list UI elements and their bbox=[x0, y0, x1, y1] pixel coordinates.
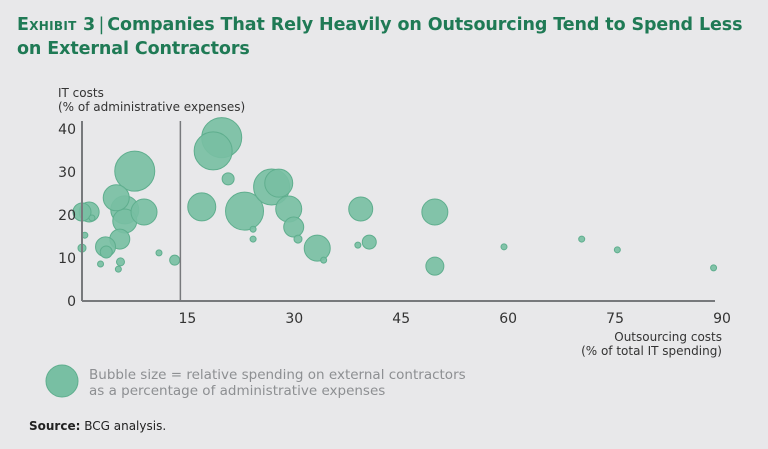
legend-text-line2: as a percentage of administrative expens… bbox=[89, 383, 386, 399]
bubble-point bbox=[114, 150, 156, 192]
bubble-point bbox=[193, 131, 233, 171]
bubble-point bbox=[187, 192, 217, 222]
bubble-point bbox=[613, 246, 621, 254]
bubble-point bbox=[249, 235, 257, 243]
y-axis-label-line1: IT costs bbox=[58, 86, 104, 100]
bubble-point bbox=[221, 172, 235, 186]
bubble-point bbox=[97, 260, 105, 268]
bubble-point bbox=[225, 191, 265, 231]
bubble-point bbox=[354, 241, 362, 249]
y-tick-label: 0 bbox=[67, 294, 76, 310]
bubble-point bbox=[361, 234, 377, 250]
bubble-point bbox=[348, 196, 374, 222]
axes-group: 0 10 20 30 40 15 30 45 60 75 90 bbox=[58, 121, 731, 327]
x-tick-label: 15 bbox=[178, 311, 196, 327]
legend-bubble-icon bbox=[45, 364, 79, 398]
bubble-point bbox=[88, 214, 96, 222]
bubble-point bbox=[114, 265, 122, 273]
y-axis-label-line2: (% of administrative expenses) bbox=[58, 100, 245, 114]
y-tick-label: 10 bbox=[58, 251, 76, 267]
y-tick-label: 30 bbox=[58, 165, 76, 181]
chart-title: Exhibit 3 | Companies That Rely Heavily on… bbox=[17, 13, 757, 61]
x-tick-label: 75 bbox=[606, 311, 624, 327]
x-tick-label: 30 bbox=[285, 311, 303, 327]
bubble-point bbox=[293, 234, 303, 244]
x-tick-label: 60 bbox=[499, 311, 517, 327]
source-label: Source: bbox=[29, 419, 81, 433]
bubble-point bbox=[115, 257, 125, 267]
x-axis-label-line1: Outsourcing costs bbox=[614, 330, 722, 344]
bubble-point bbox=[155, 249, 163, 257]
bubble-point bbox=[303, 234, 331, 262]
bubble-point bbox=[99, 245, 113, 259]
title-separator: | bbox=[98, 15, 105, 35]
source-note: Source: BCG analysis. bbox=[29, 419, 166, 433]
bubble-point bbox=[710, 264, 718, 272]
title-text: Companies That Rely Heavily on Outsourci… bbox=[17, 15, 743, 59]
y-tick-label: 40 bbox=[58, 122, 76, 138]
legend: Bubble size = relative spending on exter… bbox=[89, 367, 466, 399]
legend-text-line1: Bubble size = relative spending on exter… bbox=[89, 367, 466, 383]
bubble-point bbox=[264, 168, 294, 198]
x-axis-label-line2: (% of total IT spending) bbox=[581, 344, 722, 358]
x-tick-label: 45 bbox=[392, 311, 410, 327]
exhibit-label: Exhibit 3 bbox=[17, 15, 96, 35]
x-tick-label: 90 bbox=[713, 311, 731, 327]
bubble-point bbox=[578, 235, 586, 243]
bubble-point bbox=[500, 243, 508, 251]
bubble-point bbox=[283, 216, 305, 238]
bubble-point bbox=[249, 225, 257, 233]
bubble-point bbox=[102, 184, 130, 212]
source-text: BCG analysis. bbox=[84, 419, 167, 433]
bubbles-group bbox=[72, 117, 718, 276]
bubble-point bbox=[130, 198, 158, 226]
bubble-point bbox=[320, 256, 328, 264]
bubble-point bbox=[421, 198, 449, 226]
y-tick-label: 20 bbox=[58, 208, 76, 224]
bubble-point bbox=[425, 256, 445, 276]
bubble-point bbox=[169, 254, 181, 266]
